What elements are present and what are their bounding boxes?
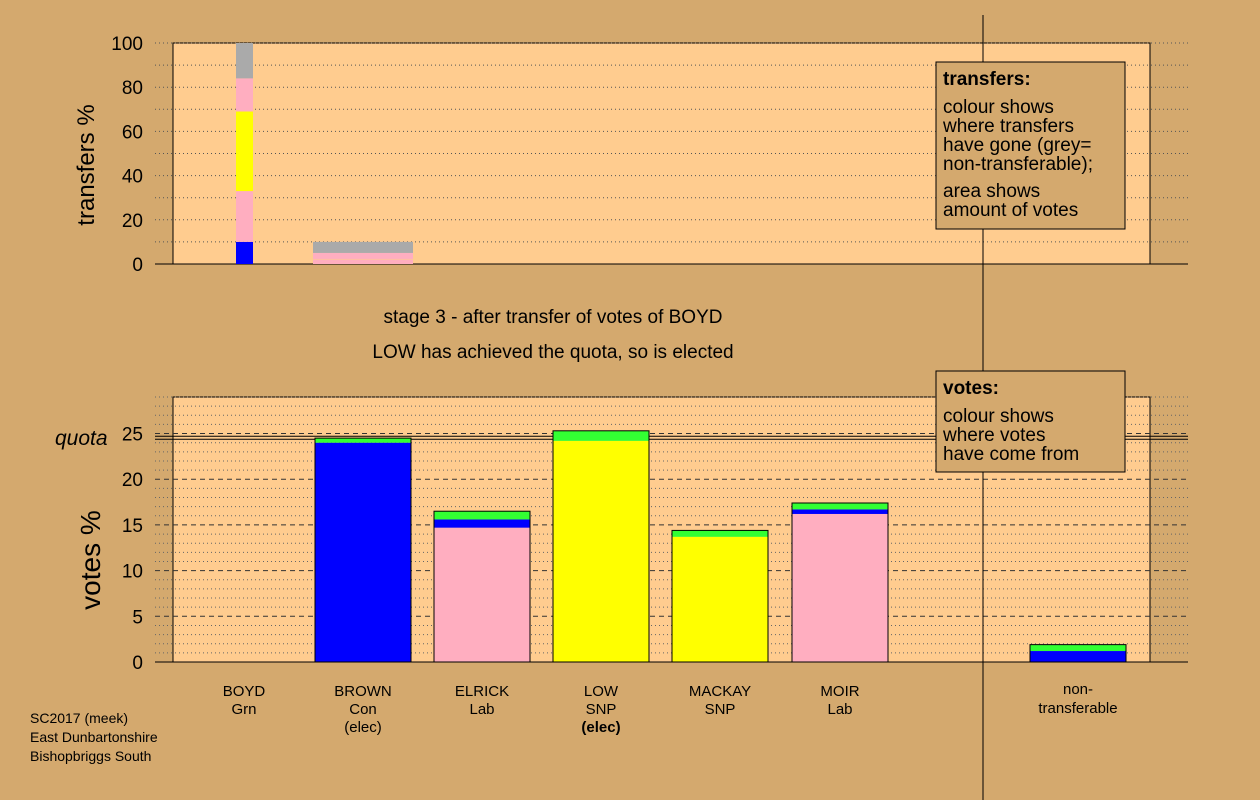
votes-legend-title: votes:: [943, 378, 999, 399]
candidate-status-label: (elec): [344, 719, 382, 736]
candidate-party-label: Lab: [469, 701, 494, 718]
vote-segment-lab: [434, 527, 530, 662]
transfers-tick-label: 0: [132, 255, 143, 276]
candidate-name-label: LOW: [584, 683, 619, 700]
vote-segment-grn: [672, 530, 768, 537]
stage-description: stage 3 - after transfer of votes of BOY…: [384, 307, 723, 328]
transfers-legend-text: colour shows: [943, 97, 1054, 118]
footer-council: East Dunbartonshire: [30, 729, 158, 745]
vote-segment-grn: [792, 503, 888, 510]
votes-legend-box: [935, 370, 1126, 473]
candidate-party-label: Lab: [827, 701, 852, 718]
candidate-party-label: Grn: [231, 701, 256, 718]
transfers-legend-text: amount of votes: [943, 200, 1078, 221]
transfers-legend-title: transfers:: [943, 69, 1031, 90]
transfers-tick-label: 40: [122, 167, 143, 188]
nontransferable-label: non-: [1063, 681, 1093, 698]
votes-legend-text: have come from: [943, 444, 1079, 465]
transfers-axis-label: transfers %: [73, 104, 100, 225]
candidate-name-label: MOIR: [820, 683, 859, 700]
previous-transfer-segment: [313, 241, 413, 253]
nontransferable-segment: [1030, 644, 1126, 652]
votes-legend-text: colour shows: [943, 406, 1054, 427]
vote-segment-con: [792, 509, 888, 514]
votes-tick-label: 0: [132, 653, 143, 674]
transfers-tick-label: 80: [122, 78, 143, 99]
candidate-party-label: Con: [349, 701, 377, 718]
transfers-tick-label: 20: [122, 211, 143, 232]
votes-tick-label: 25: [122, 425, 143, 446]
votes-tick-label: 20: [122, 470, 143, 491]
transfers-legend-text: non-transferable);: [943, 154, 1093, 175]
footer-election: SC2017 (meek): [30, 710, 129, 726]
transfer-segment-lab: [236, 78, 253, 112]
votes-axis-label: votes %: [75, 510, 106, 610]
transfers-legend-text: area shows: [943, 181, 1040, 202]
vote-segment-snp: [553, 440, 649, 662]
previous-transfer-segment: [313, 252, 413, 259]
stage-result: LOW has achieved the quota, so is electe…: [372, 342, 733, 363]
transfer-segment-con: [236, 241, 253, 264]
nontransferable-segment: [1030, 651, 1126, 662]
votes-tick-label: 10: [122, 562, 143, 583]
vote-segment-lab: [792, 513, 888, 662]
vote-segment-grn: [553, 430, 649, 441]
transfers-tick-label: 100: [111, 34, 143, 55]
candidate-status-label: (elec): [581, 719, 620, 736]
candidate-name-label: BOYD: [223, 683, 266, 700]
vote-segment-con: [315, 442, 411, 662]
vote-segment-con: [434, 519, 530, 528]
vote-segment-grn: [434, 511, 530, 520]
candidate-party-label: SNP: [705, 701, 736, 718]
previous-transfer-segment: [313, 259, 413, 264]
candidate-name-label: BROWN: [334, 683, 392, 700]
quota-label: quota: [55, 427, 108, 450]
votes-legend-text: where votes: [942, 425, 1045, 446]
candidate-party-label: SNP: [586, 701, 617, 718]
transfer-segment-lab: [236, 191, 253, 242]
votes-tick-label: 5: [132, 607, 143, 628]
candidate-name-label: MACKAY: [689, 683, 751, 700]
vote-segment-grn: [315, 438, 411, 443]
footer-ward: Bishopbriggs South: [30, 748, 152, 764]
votes-tick-label: 15: [122, 516, 143, 537]
vote-segment-snp: [672, 536, 768, 662]
candidate-name-label: ELRICK: [455, 683, 509, 700]
footer: SC2017 (meek) East Dunbartonshire Bishop…: [30, 709, 158, 766]
nontransferable-label: transferable: [1038, 700, 1117, 717]
transfer-segment-nontransferable: [236, 43, 253, 79]
transfers-legend-text: where transfers: [942, 116, 1074, 137]
transfer-segment-snp: [236, 111, 253, 192]
transfers-legend-box: [935, 61, 1126, 230]
transfers-legend-text: have gone (grey=: [943, 135, 1091, 156]
transfers-tick-label: 60: [122, 122, 143, 143]
